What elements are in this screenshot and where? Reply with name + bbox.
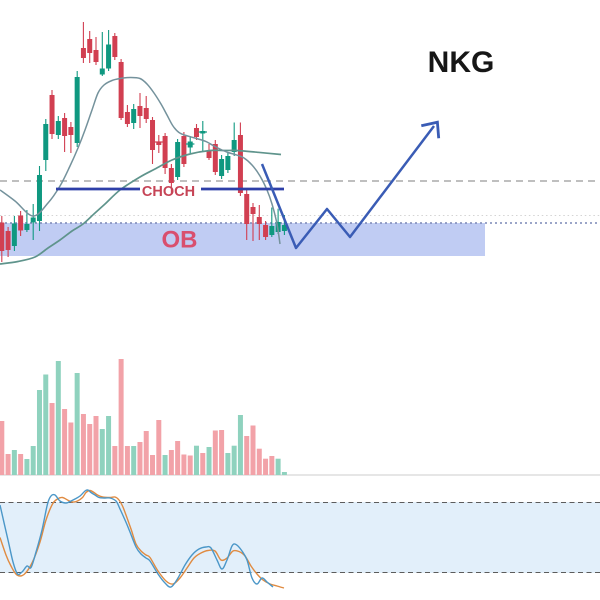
svg-text:CHOCH: CHOCH (142, 184, 195, 200)
svg-text:NKG: NKG (428, 46, 495, 79)
svg-text:OB: OB (162, 227, 198, 254)
